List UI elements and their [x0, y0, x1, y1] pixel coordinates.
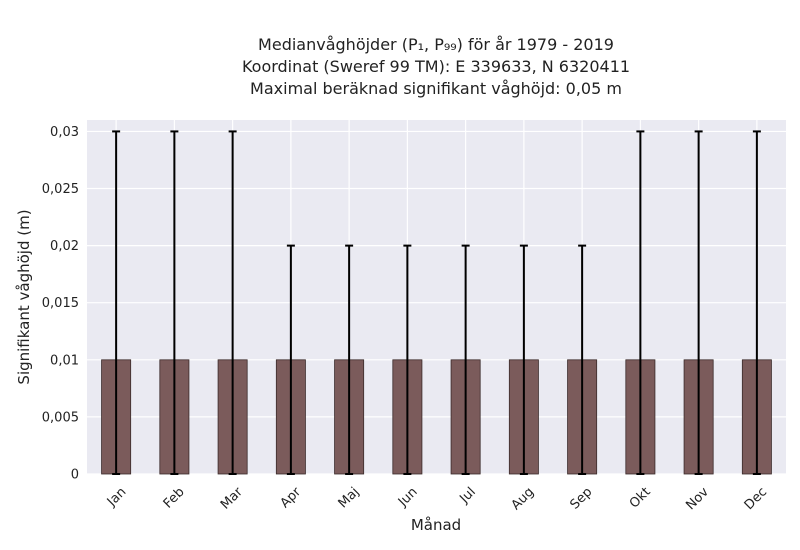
x-tick-label: Mar — [218, 484, 246, 512]
x-tick-label: Sep — [567, 485, 595, 513]
x-tick-label: Feb — [161, 485, 188, 512]
y-ticks: 0 0,005 0,01 0,015 0,02 0,025 0,03 — [42, 125, 79, 483]
x-tick-label: Maj — [336, 485, 363, 512]
x-tick-label: Apr — [278, 484, 305, 511]
y-tick-label: 0,005 — [42, 410, 79, 425]
x-axis-label: Månad — [410, 516, 462, 534]
x-tick-label: Dec — [742, 485, 770, 513]
x-tick-label: Nov — [683, 484, 712, 513]
y-tick-label: 0,015 — [42, 296, 79, 311]
title-line-1: Medianvåghöjder (P₁, P₉₉) för år 1979 - … — [258, 35, 614, 54]
y-tick-label: 0 — [71, 468, 79, 483]
x-tick-label: Jul — [456, 485, 478, 507]
x-tick-label: Aug — [509, 485, 538, 514]
y-tick-label: 0,025 — [42, 182, 79, 197]
title-line-3: Maximal beräknad signifikant våghöjd: 0,… — [250, 79, 622, 98]
y-tick-label: 0,02 — [50, 239, 79, 254]
title-line-2: Koordinat (Sweref 99 TM): E 339633, N 63… — [241, 57, 631, 76]
x-tick-label: Okt — [627, 485, 654, 512]
chart-title: Medianvåghöjder (P₁, P₉₉) för år 1979 - … — [86, 34, 786, 100]
x-tick-label: Jun — [395, 485, 421, 511]
error-bars — [112, 130, 761, 475]
y-tick-label: 0,03 — [50, 125, 79, 140]
x-ticks: Jan Feb Mar Apr Maj Jun Jul Aug Sep Okt Nov Dec — [104, 484, 770, 513]
plot-area — [87, 120, 786, 474]
x-tick-label: Jan — [104, 485, 129, 510]
y-tick-label: 0,01 — [50, 353, 79, 368]
